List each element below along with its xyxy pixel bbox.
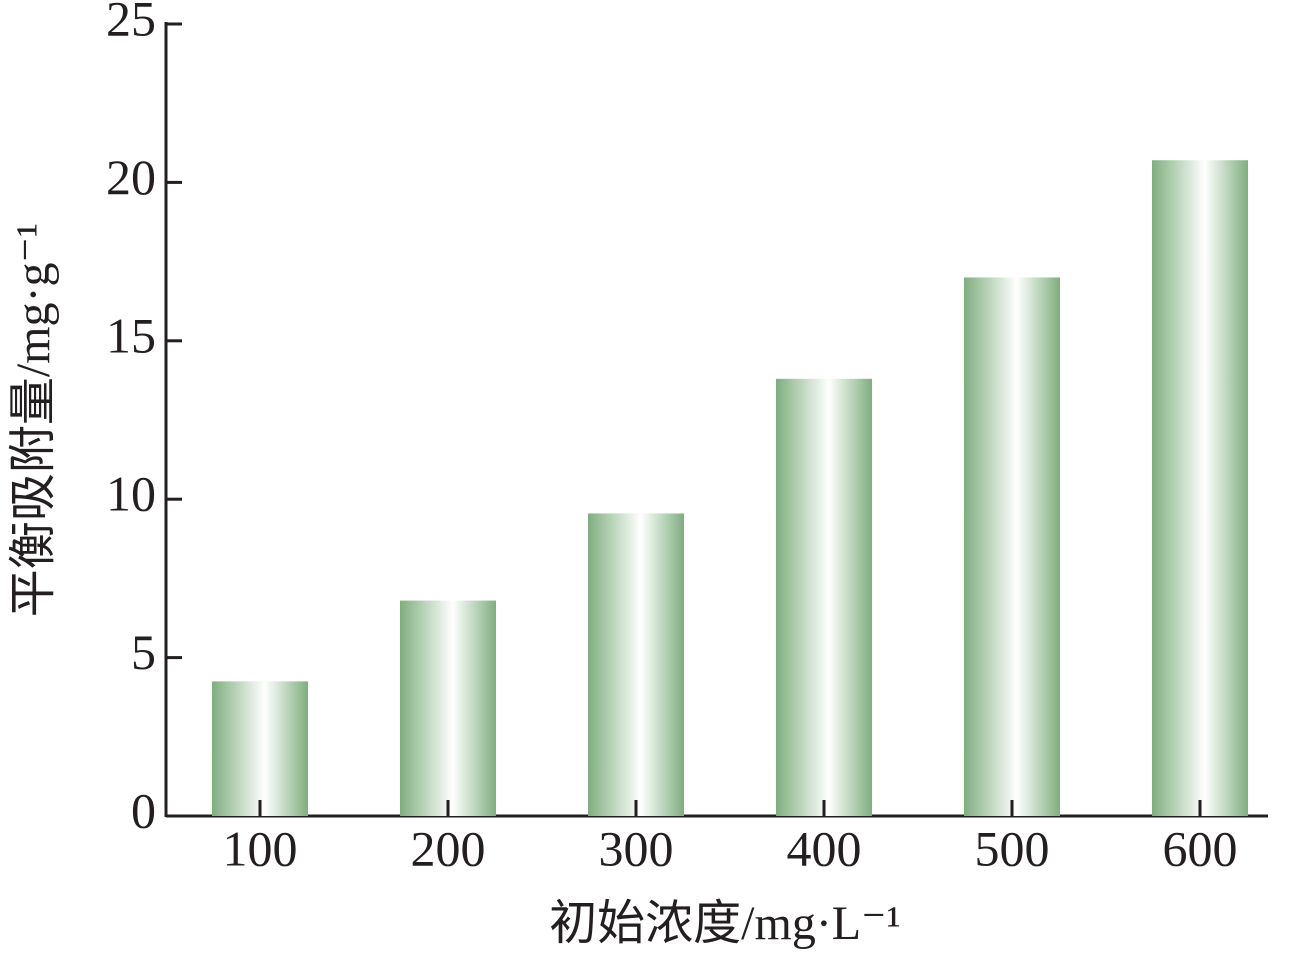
x-axis-title: 初始浓度/mg·L⁻¹: [549, 897, 901, 950]
y-tick-label: 10: [106, 466, 156, 522]
y-tick-label: 15: [106, 307, 156, 363]
y-tick-label: 25: [106, 0, 156, 46]
bar: [1152, 160, 1248, 816]
bar: [588, 513, 684, 816]
y-axis-title: 平衡吸附量/mg·g⁻¹: [7, 223, 60, 617]
y-tick-label: 0: [131, 782, 156, 838]
y-tick-label: 20: [106, 149, 156, 205]
bar: [776, 378, 872, 816]
x-tick-label: 100: [223, 820, 298, 876]
x-tick-label: 200: [411, 820, 486, 876]
bar: [964, 277, 1060, 816]
bar: [212, 681, 308, 816]
bar: [400, 600, 496, 816]
x-tick-label: 300: [599, 820, 674, 876]
y-tick-label: 5: [131, 624, 156, 680]
x-tick-label: 600: [1163, 820, 1238, 876]
x-tick-label: 500: [975, 820, 1050, 876]
x-tick-label: 400: [787, 820, 862, 876]
